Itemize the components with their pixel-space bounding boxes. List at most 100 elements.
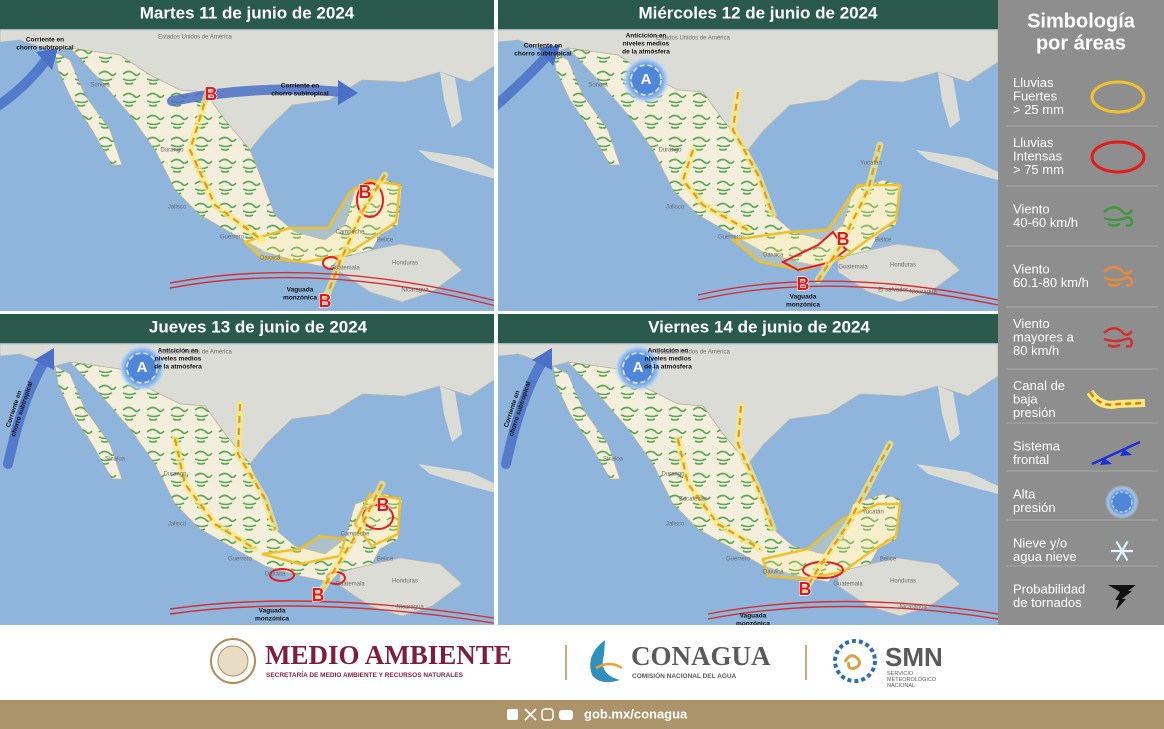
high-pressure-label: A [633,359,644,376]
map-label: Vaguada [740,613,767,620]
low-pressure-label: B [319,291,332,311]
arrow-head [538,45,560,66]
conagua-logo [595,662,623,670]
map-label: Durango [163,472,187,478]
monsoon-trough [169,600,494,619]
low-pressure-label: B [837,229,850,249]
secretaria-subtitle: SECRETARÍA DE MEDIO AMBIENTE Y RECURSOS … [266,670,464,679]
smn-subtitle: SERVICIO [887,671,914,677]
heavy-rain-area [269,568,295,582]
legend-background [998,0,1164,625]
monsoon-trough [707,605,998,620]
legend-label: Lluvias [1013,75,1054,90]
wind-icon [1103,327,1134,348]
legend-label: 40-60 km/h [1013,215,1078,230]
map-label: monzónica [255,616,289,623]
map-label: de la atmósfera [644,364,692,371]
map-label: Guerrero [228,557,253,563]
youtube-icon[interactable] [559,710,573,720]
map-label: niveles medios [645,356,692,363]
monsoon-trough [169,276,494,307]
title-bar [498,0,998,29]
high-pressure-label: A [641,71,652,88]
map-label: monzónica [283,295,317,302]
legend-label: Probabilidad [1013,582,1085,597]
smn-logo [833,639,877,683]
map-label: Oaxaca [763,570,784,576]
trough [814,141,884,284]
tornado-icon [1108,585,1136,610]
smn-subtitle: NACIONAL [887,683,915,689]
legend-label: 80 km/h [1013,343,1059,358]
low-pressure-label: B [797,274,810,294]
map-label: Guerrero [220,235,245,241]
legend-label: Viento [1013,316,1050,331]
arrow-head [338,80,358,105]
legend-label: presión [1013,500,1056,515]
map-label: Estados Unidos de América [656,350,730,356]
map-label: Yucatán [860,161,882,167]
legend-label: Viento [1013,202,1050,217]
smn-subtitle: METEOROLÓGICO [887,676,937,683]
map-label: El salvador [878,288,908,294]
map-label: Oaxaca [260,256,281,262]
website-link[interactable]: gob.mx/conagua [584,706,688,721]
facebook-icon[interactable] [507,709,518,720]
conagua-logo [590,640,620,683]
map-label: Honduras [890,263,916,269]
map-label: Honduras [392,261,418,267]
map-label: de la atmósfera [622,49,670,56]
map-label: Vaguada [259,608,286,615]
secretaria-name: MEDIO AMBIENTE [265,640,512,670]
front-icon [1091,440,1141,466]
footer-background [0,625,1164,700]
heavy-rain-area [356,182,384,218]
map-label: Estados Unidos de América [656,36,730,42]
low-pressure-label: B [312,585,325,605]
legend-title: Simbología [1027,10,1136,32]
legend-label: Fuertes [1013,88,1058,103]
trough [736,405,775,530]
map-panel: Jueves 13 de junio de 2024 Corriente enc… [0,314,494,625]
x-icon[interactable] [524,708,537,721]
map-label: de la atmósfera [154,364,202,371]
map-label: Estados Unidos de América [158,350,232,356]
legend-label: presión [1013,405,1056,420]
trough [317,483,383,597]
low-pressure-label: B [377,495,390,515]
trough [804,443,891,591]
monsoon-trough [169,605,494,624]
map-label: Jalisco [666,522,685,528]
instagram-icon[interactable] [541,708,554,721]
map-label: Oaxaca [763,253,784,259]
high-pressure [118,344,166,392]
trough [321,171,389,304]
panel-title: Miércoles 12 de junio de 2024 [638,3,878,22]
footer-bar [0,700,1164,729]
map-label: Durango [661,472,685,478]
rain-area [242,178,402,264]
map-label: Sonora [588,83,608,89]
panel-title: Viernes 14 de junio de 2024 [648,317,870,336]
map-label: Sinaloa [603,457,624,463]
legend-label: baja [1013,391,1038,406]
map-label: Anticición en [626,33,667,40]
trough [681,149,749,231]
map-label: Zacatecas [679,497,707,503]
seal-logo [210,638,256,684]
map-label: Nicaragua [909,290,937,296]
high-icon [1111,491,1133,513]
jet-stream [501,357,547,469]
map-label: Vaguada [287,287,314,294]
legend-label: Viento [1013,262,1050,277]
trough [188,91,263,241]
monsoon-trough [697,285,998,306]
high-icon [1105,485,1139,519]
map-label: Belice [880,557,897,563]
map-label: chorro subtropical [271,91,329,98]
map-label: Guerrero [718,235,743,241]
